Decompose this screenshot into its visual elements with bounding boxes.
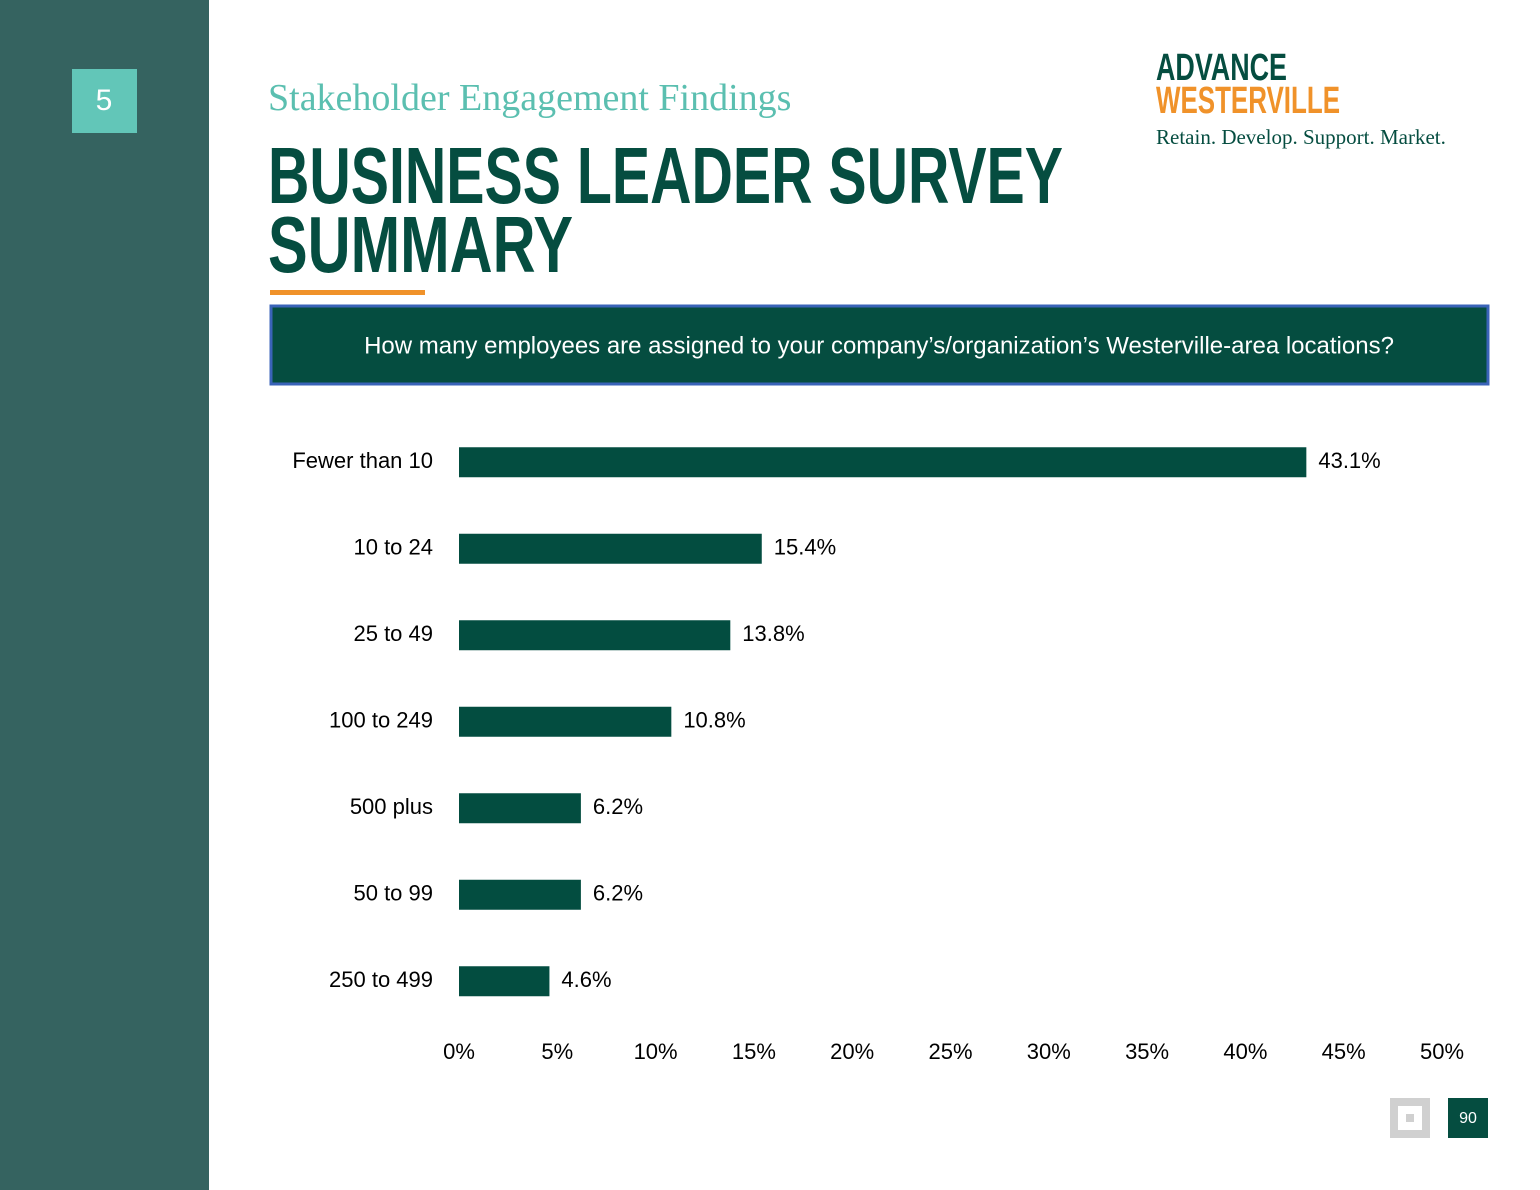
x-tick-label: 30%: [1027, 1039, 1071, 1064]
value-label: 6.2%: [593, 881, 643, 906]
logo-line: ADVANCE: [1156, 47, 1287, 89]
category-label: 500 plus: [350, 794, 433, 819]
bar: [459, 879, 581, 910]
category-label: 250 to 499: [329, 967, 433, 992]
x-tick-label: 15%: [732, 1039, 776, 1064]
bar: [459, 706, 672, 737]
question-box: [269, 304, 1490, 386]
bar: [459, 620, 731, 651]
page-number: 90: [1459, 1110, 1477, 1127]
value-label: 15.4%: [774, 535, 836, 560]
x-tick-label: 0%: [443, 1039, 475, 1064]
x-tick-label: 5%: [541, 1039, 573, 1064]
x-tick-label: 35%: [1125, 1039, 1169, 1064]
logo-tagline: Retain. Develop. Support. Market.: [1156, 125, 1446, 149]
category-label: 10 to 24: [353, 535, 433, 560]
x-tick-label: 20%: [830, 1039, 874, 1064]
bar: [459, 966, 550, 997]
bar: [459, 793, 581, 824]
value-label: 10.8%: [683, 708, 745, 733]
title-line: SUMMARY: [268, 200, 573, 289]
category-label: 100 to 249: [329, 708, 433, 733]
x-tick-label: 50%: [1420, 1039, 1464, 1064]
sidebar: [0, 0, 209, 1190]
category-label: 25 to 49: [353, 621, 433, 646]
title-line: BUSINESS LEADER SURVEY: [268, 131, 1063, 220]
category-label: 50 to 99: [353, 881, 433, 906]
plot: 0% 5% 10% 15% 20% 25% 30% 35% 40% 45% 50% Fewer tha…: [292, 447, 1464, 1064]
section-box: [72, 69, 137, 133]
accent-rule: [270, 290, 425, 295]
icon-dot: [1406, 1114, 1414, 1122]
value-label: 6.2%: [593, 794, 643, 819]
value-label: 43.1%: [1318, 448, 1380, 473]
value-label: 4.6%: [561, 967, 611, 992]
question: How many employees are assigned to your …: [364, 332, 1394, 359]
value-label: 13.8%: [742, 621, 804, 646]
x-tick-label: 10%: [634, 1039, 678, 1064]
logo-line: WESTERVILLE: [1156, 80, 1340, 122]
section-number: 5: [96, 84, 113, 117]
x-tick-label: 40%: [1223, 1039, 1267, 1064]
category-label: Fewer than 10: [292, 448, 433, 473]
page-number-box: [1448, 1098, 1488, 1138]
subtitle: Stakeholder Engagement Findings: [268, 77, 791, 119]
x-tick-label: 45%: [1322, 1039, 1366, 1064]
bar: [459, 447, 1307, 478]
x-tick-label: 25%: [928, 1039, 972, 1064]
footer-icon: [1390, 1098, 1430, 1138]
bar: [459, 533, 762, 564]
